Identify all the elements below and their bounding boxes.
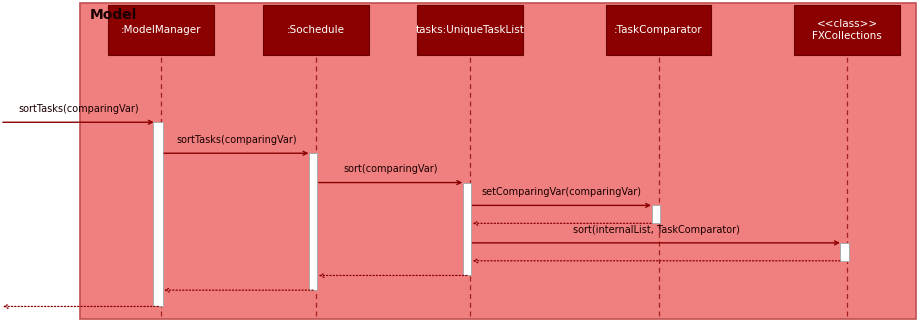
Text: tasks:UniqueTaskList: tasks:UniqueTaskList [415, 25, 524, 35]
Bar [263, 5, 368, 55]
Text: :Sochedule: :Sochedule [287, 25, 344, 35]
Bar [153, 122, 163, 306]
Bar [652, 205, 659, 223]
Text: sortTasks(comparingVar): sortTasks(comparingVar) [176, 135, 297, 145]
Bar [463, 183, 472, 275]
Text: :ModelManager: :ModelManager [121, 25, 202, 35]
Bar [840, 243, 849, 261]
Text: :TaskComparator: :TaskComparator [614, 25, 703, 35]
Bar [794, 5, 901, 55]
Text: sort(comparingVar): sort(comparingVar) [344, 164, 437, 174]
Bar [108, 5, 214, 55]
Text: sort(internalList, TaskComparator): sort(internalList, TaskComparator) [573, 225, 740, 235]
Bar [605, 5, 711, 55]
Text: <<class>>
FXCollections: <<class>> FXCollections [812, 19, 882, 41]
Bar [416, 5, 522, 55]
Text: Model: Model [89, 8, 136, 22]
Bar [309, 153, 317, 290]
Text: sortTasks(comparingVar): sortTasks(comparingVar) [18, 104, 138, 114]
Text: setComparingVar(comparingVar): setComparingVar(comparingVar) [482, 187, 642, 197]
